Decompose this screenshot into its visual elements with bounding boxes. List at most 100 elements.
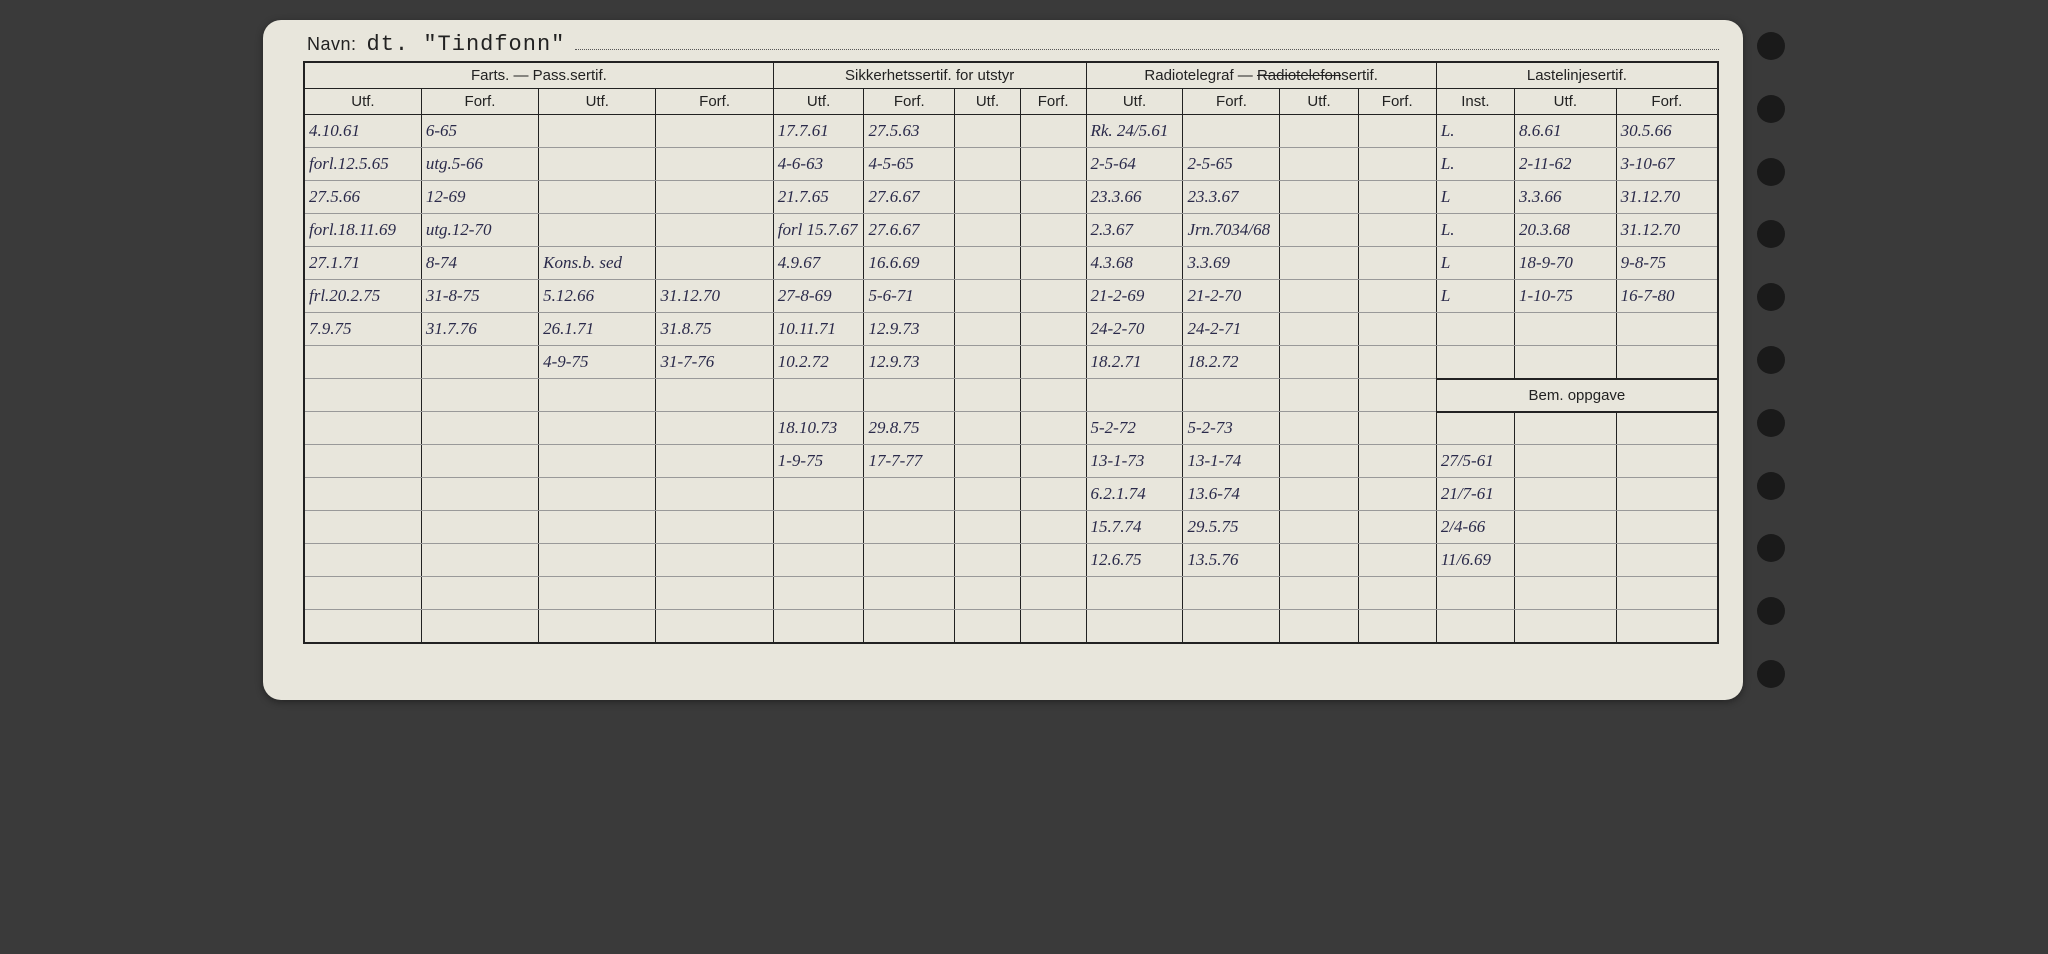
cell bbox=[1616, 610, 1718, 643]
table-row: forl.18.11.69utg.12-70forl 15.7.6727.6.6… bbox=[304, 214, 1718, 247]
cell: 15.7.74 bbox=[1086, 511, 1183, 544]
cell bbox=[1280, 313, 1358, 346]
cell bbox=[1280, 577, 1358, 610]
cell: 1-9-75 bbox=[773, 445, 864, 478]
cell: 26.1.71 bbox=[539, 313, 656, 346]
col-utf: Utf. bbox=[1086, 89, 1183, 115]
cell bbox=[1020, 478, 1086, 511]
cell bbox=[656, 214, 773, 247]
cell bbox=[1020, 511, 1086, 544]
cell: Kons.b. sed bbox=[539, 247, 656, 280]
certificate-table: Farts. — Pass.sertif. Sikkerhetssertif. … bbox=[303, 61, 1719, 644]
cell bbox=[656, 544, 773, 577]
cell bbox=[1020, 214, 1086, 247]
cell bbox=[539, 544, 656, 577]
cell bbox=[421, 511, 538, 544]
cell: 8-74 bbox=[421, 247, 538, 280]
cell bbox=[656, 577, 773, 610]
cell bbox=[955, 313, 1021, 346]
cell: 2-11-62 bbox=[1515, 148, 1617, 181]
cell: 27.5.63 bbox=[864, 115, 955, 148]
bem-row: Bem. oppgave bbox=[304, 379, 1718, 412]
cell bbox=[955, 346, 1021, 379]
cell bbox=[1515, 610, 1617, 643]
group-farts: Farts. — Pass.sertif. bbox=[304, 62, 773, 89]
cell bbox=[1616, 346, 1718, 379]
hole-icon bbox=[1757, 597, 1785, 625]
cell bbox=[1436, 610, 1514, 643]
table-body-top: 4.10.616-6517.7.6127.5.63Rk. 24/5.61L.8.… bbox=[304, 115, 1718, 379]
group-lastelinje: Lastelinjesertif. bbox=[1436, 62, 1718, 89]
cell bbox=[1183, 115, 1280, 148]
cell bbox=[1020, 181, 1086, 214]
cell: 18.10.73 bbox=[773, 412, 864, 445]
cell: 2.3.67 bbox=[1086, 214, 1183, 247]
cell: 24-2-71 bbox=[1183, 313, 1280, 346]
cell bbox=[1020, 148, 1086, 181]
cell bbox=[539, 511, 656, 544]
table-row bbox=[304, 610, 1718, 643]
cell: 21/7-61 bbox=[1436, 478, 1514, 511]
col-forf: Forf. bbox=[1616, 89, 1718, 115]
cell: 10.11.71 bbox=[773, 313, 864, 346]
cell: 27/5-61 bbox=[1436, 445, 1514, 478]
cell bbox=[1358, 346, 1436, 379]
cell: L bbox=[1436, 247, 1514, 280]
cell bbox=[1020, 247, 1086, 280]
cell: 12.9.73 bbox=[864, 313, 955, 346]
cell bbox=[656, 148, 773, 181]
cell: 29.8.75 bbox=[864, 412, 955, 445]
cell: 4.10.61 bbox=[304, 115, 421, 148]
cell bbox=[773, 544, 864, 577]
cell bbox=[1616, 544, 1718, 577]
cell: 12.9.73 bbox=[864, 346, 955, 379]
cell bbox=[1436, 313, 1514, 346]
cell bbox=[1616, 445, 1718, 478]
name-label: Navn: bbox=[307, 34, 357, 55]
cell bbox=[656, 445, 773, 478]
cell bbox=[955, 214, 1021, 247]
hole-icon bbox=[1757, 409, 1785, 437]
cell: 27-8-69 bbox=[773, 280, 864, 313]
cell bbox=[1616, 511, 1718, 544]
table-row: 27.1.718-74Kons.b. sed4.9.6716.6.694.3.6… bbox=[304, 247, 1718, 280]
cell bbox=[304, 577, 421, 610]
cell bbox=[1515, 412, 1617, 445]
hole-icon bbox=[1757, 283, 1785, 311]
hole-icon bbox=[1757, 95, 1785, 123]
cell bbox=[1280, 412, 1358, 445]
cell bbox=[864, 610, 955, 643]
cell bbox=[1280, 115, 1358, 148]
cell bbox=[304, 412, 421, 445]
cell: 5-2-72 bbox=[1086, 412, 1183, 445]
cell bbox=[656, 511, 773, 544]
cell bbox=[656, 247, 773, 280]
cell: 13.5.76 bbox=[1183, 544, 1280, 577]
group-sikkerhet: Sikkerhetssertif. for utstyr bbox=[773, 62, 1086, 89]
cell bbox=[1280, 181, 1358, 214]
cell bbox=[1358, 247, 1436, 280]
cell bbox=[1020, 280, 1086, 313]
cell bbox=[1358, 313, 1436, 346]
cell: 16-7-80 bbox=[1616, 280, 1718, 313]
col-inst: Inst. bbox=[1436, 89, 1514, 115]
cell: 2-5-65 bbox=[1183, 148, 1280, 181]
cell: 21.7.65 bbox=[773, 181, 864, 214]
cell: 16.6.69 bbox=[864, 247, 955, 280]
cell bbox=[1616, 478, 1718, 511]
cell bbox=[773, 577, 864, 610]
cell bbox=[1086, 610, 1183, 643]
cell bbox=[421, 346, 538, 379]
cell bbox=[656, 610, 773, 643]
cell: 5-6-71 bbox=[864, 280, 955, 313]
cell bbox=[539, 115, 656, 148]
cell bbox=[304, 445, 421, 478]
cell: 8.6.61 bbox=[1515, 115, 1617, 148]
table-row: 4.10.616-6517.7.6127.5.63Rk. 24/5.61L.8.… bbox=[304, 115, 1718, 148]
cell bbox=[864, 478, 955, 511]
binding-holes bbox=[1757, 20, 1785, 700]
table-header: Farts. — Pass.sertif. Sikkerhetssertif. … bbox=[304, 62, 1718, 115]
col-utf: Utf. bbox=[1515, 89, 1617, 115]
cell bbox=[1358, 445, 1436, 478]
cell bbox=[656, 115, 773, 148]
